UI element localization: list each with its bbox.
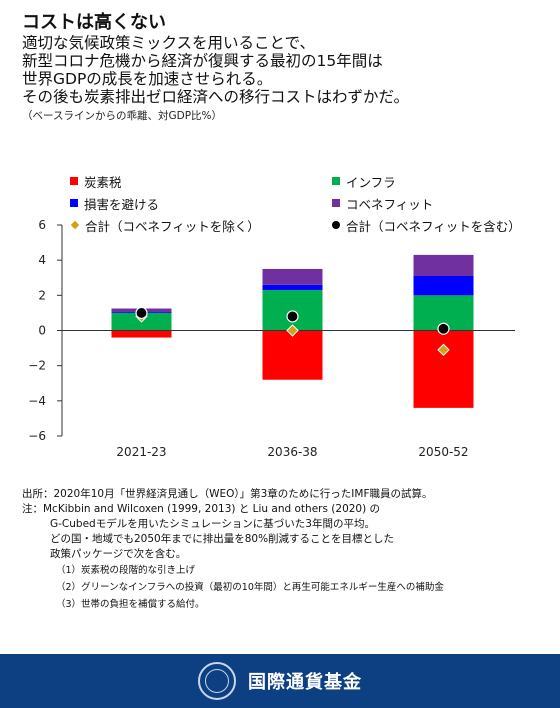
total-incl-marker — [437, 322, 450, 335]
y-tick-label: −6 — [28, 429, 46, 443]
y-tick-label: −2 — [28, 359, 46, 373]
x-tick-label: 2050-52 — [418, 445, 468, 459]
legend-row: 合計（コベネフィットを除く） 合計（コベネフィットを含む） — [70, 214, 530, 236]
legend-label-total-incl: 合計（コベネフィットを含む） — [346, 218, 521, 234]
legend-item-carbon-tax: 炭素税 — [70, 172, 332, 191]
legend-item-total-incl: 合計（コベネフィットを含む） — [332, 216, 530, 235]
org-name: 国際通貨基金 — [248, 672, 362, 693]
legend-row: 炭素税 インフラ — [70, 170, 530, 192]
legend-item-damages-avoided: 損害を避ける — [70, 194, 332, 213]
method-note: 注：McKibbin and Wilcoxen (1999, 2013) と L… — [22, 503, 381, 515]
units-note: （ベースラインからの乖離、対GDP比%） — [22, 110, 223, 122]
imf-seal-icon — [198, 662, 236, 700]
method-note: どの国・地域でも2050年までに排出量を80%削減することを目標とした — [50, 533, 395, 545]
y-tick-label: −4 — [28, 394, 46, 408]
subtitle-line: 世界GDPの成長を加速させられる。 — [22, 70, 273, 88]
legend-row: 損害を避ける コベネフィット — [70, 192, 530, 214]
source-note: 出所：2020年10月「世界経済見通し（WEO）」第3章のために行ったIMF職員… — [22, 488, 433, 500]
total-incl-marker — [135, 306, 148, 320]
policy-item: （1）炭素税の段階的な引き上げ — [56, 565, 196, 576]
subtitle-line: 新型コロナ危機から経済が復興する最初の15年間は — [22, 52, 383, 70]
legend-label-damages-avoided: 損害を避ける — [84, 196, 160, 212]
method-note: 政策パッケージで次を含む。 — [50, 548, 187, 560]
legend-swatch-infrastructure — [332, 177, 340, 185]
bar-segment-carbon-tax — [111, 330, 172, 338]
total-excl-marker — [437, 343, 450, 357]
footnotes: 出所：2020年10月「世界経済見通し（WEO）」第3章のために行ったIMF職員… — [22, 487, 542, 613]
bar-segment-carbon-tax — [413, 330, 474, 408]
subtitle-line: 適切な気候政策ミックスを用いることで、 — [22, 34, 315, 52]
y-tick-label: 6 — [38, 218, 46, 232]
legend-dot-icon — [332, 221, 340, 229]
bar-segment-co-benefits — [413, 254, 474, 276]
legend-item-total-excl: 合計（コベネフィットを除く） — [70, 216, 332, 235]
y-tick-label: 2 — [38, 288, 46, 302]
policy-item: （3）世帯の負担を補償する給付。 — [56, 599, 205, 610]
x-tick-label: 2036-38 — [267, 445, 317, 459]
legend-item-co-benefits: コベネフィット — [332, 194, 530, 213]
y-tick-label: 0 — [38, 324, 46, 338]
policy-item: （2）グリーンなインフラへの投資（最初の10年間）と再生可能エネルギー生産への補… — [56, 582, 444, 593]
total-incl-marker — [286, 310, 299, 323]
bar-segment-co-benefits — [262, 268, 323, 285]
legend-label-total-excl: 合計（コベネフィットを除く） — [85, 218, 260, 234]
chart-title: コストは高くない — [22, 12, 166, 33]
legend-swatch-damages-avoided — [70, 199, 78, 207]
legend-label-infrastructure: インフラ — [346, 174, 396, 190]
chart-legend: 炭素税 インフラ 損害を避ける コベネフィット 合計（コベネフィットを除く） 合… — [70, 170, 530, 236]
method-note: G-Cubedモデルを用いたシミュレーションに基づいた3年間の平均。 — [50, 518, 375, 530]
subtitle-line: その後も炭素排出ゼロ経済への移行コストはわずかだ。 — [22, 88, 410, 106]
chart-header: コストは高くない 適切な気候政策ミックスを用いることで、 新型コロナ危機から経済… — [22, 12, 542, 124]
legend-item-infrastructure: インフラ — [332, 172, 530, 191]
legend-swatch-co-benefits — [332, 199, 340, 207]
bar-segment-carbon-tax — [262, 330, 323, 380]
total-excl-marker — [286, 324, 299, 337]
bar-segment-infrastructure — [262, 290, 323, 331]
legend-label-carbon-tax: 炭素税 — [84, 174, 122, 190]
bar-segment-damages-avoided — [413, 275, 474, 296]
y-tick-label: 4 — [38, 253, 46, 267]
brand-footer: 国際通貨基金 — [0, 654, 560, 708]
legend-swatch-carbon-tax — [70, 177, 78, 185]
bar-segment-damages-avoided — [262, 284, 323, 291]
legend-label-co-benefits: コベネフィット — [346, 196, 434, 212]
x-tick-label: 2021-23 — [116, 445, 166, 459]
